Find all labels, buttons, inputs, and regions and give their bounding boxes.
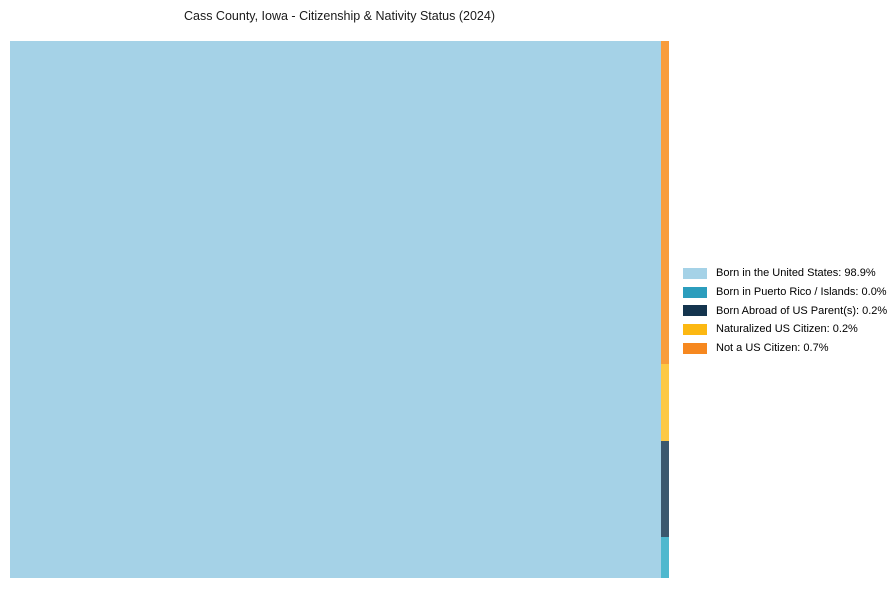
legend-label: Born in the United States: 98.9%: [716, 267, 876, 280]
page-title: Cass County, Iowa - Citizenship & Nativi…: [183, 9, 495, 23]
legend-label: Not a US Citizen: 0.7%: [716, 342, 829, 355]
treemap-rect-naturalized-us-citizen: [661, 363, 669, 441]
legend-swatch-icon: [683, 342, 707, 354]
legend-label: Born in Puerto Rico / Islands: 0.0%: [716, 286, 887, 299]
legend-label: Naturalized US Citizen: 0.2%: [716, 323, 858, 336]
treemap-rect-born-in-us: [10, 41, 661, 578]
legend-swatch-icon: [683, 305, 707, 317]
legend-item: Born Abroad of US Parent(s): 0.2%: [683, 301, 887, 320]
legend: Born in the United States: 98.9% Born in …: [683, 264, 887, 357]
treemap-plot: [10, 41, 669, 578]
treemap-minor-strip: [661, 41, 669, 578]
legend-item: Naturalized US Citizen: 0.2%: [683, 320, 887, 339]
legend-swatch-icon: [683, 286, 707, 298]
legend-item: Born in Puerto Rico / Islands: 0.0%: [683, 283, 887, 302]
legend-label: Born Abroad of US Parent(s): 0.2%: [716, 304, 888, 317]
treemap-rect-born-in-puerto-rico-islands: [661, 536, 669, 578]
treemap-rect-born-abroad-of-us-parents: [661, 440, 669, 537]
legend-swatch-icon: [683, 323, 707, 335]
legend-item: Born in the United States: 98.9%: [683, 264, 887, 283]
legend-swatch-icon: [683, 267, 707, 279]
treemap-rect-not-a-us-citizen: [661, 41, 669, 364]
legend-item: Not a US Citizen: 0.7%: [683, 339, 887, 358]
